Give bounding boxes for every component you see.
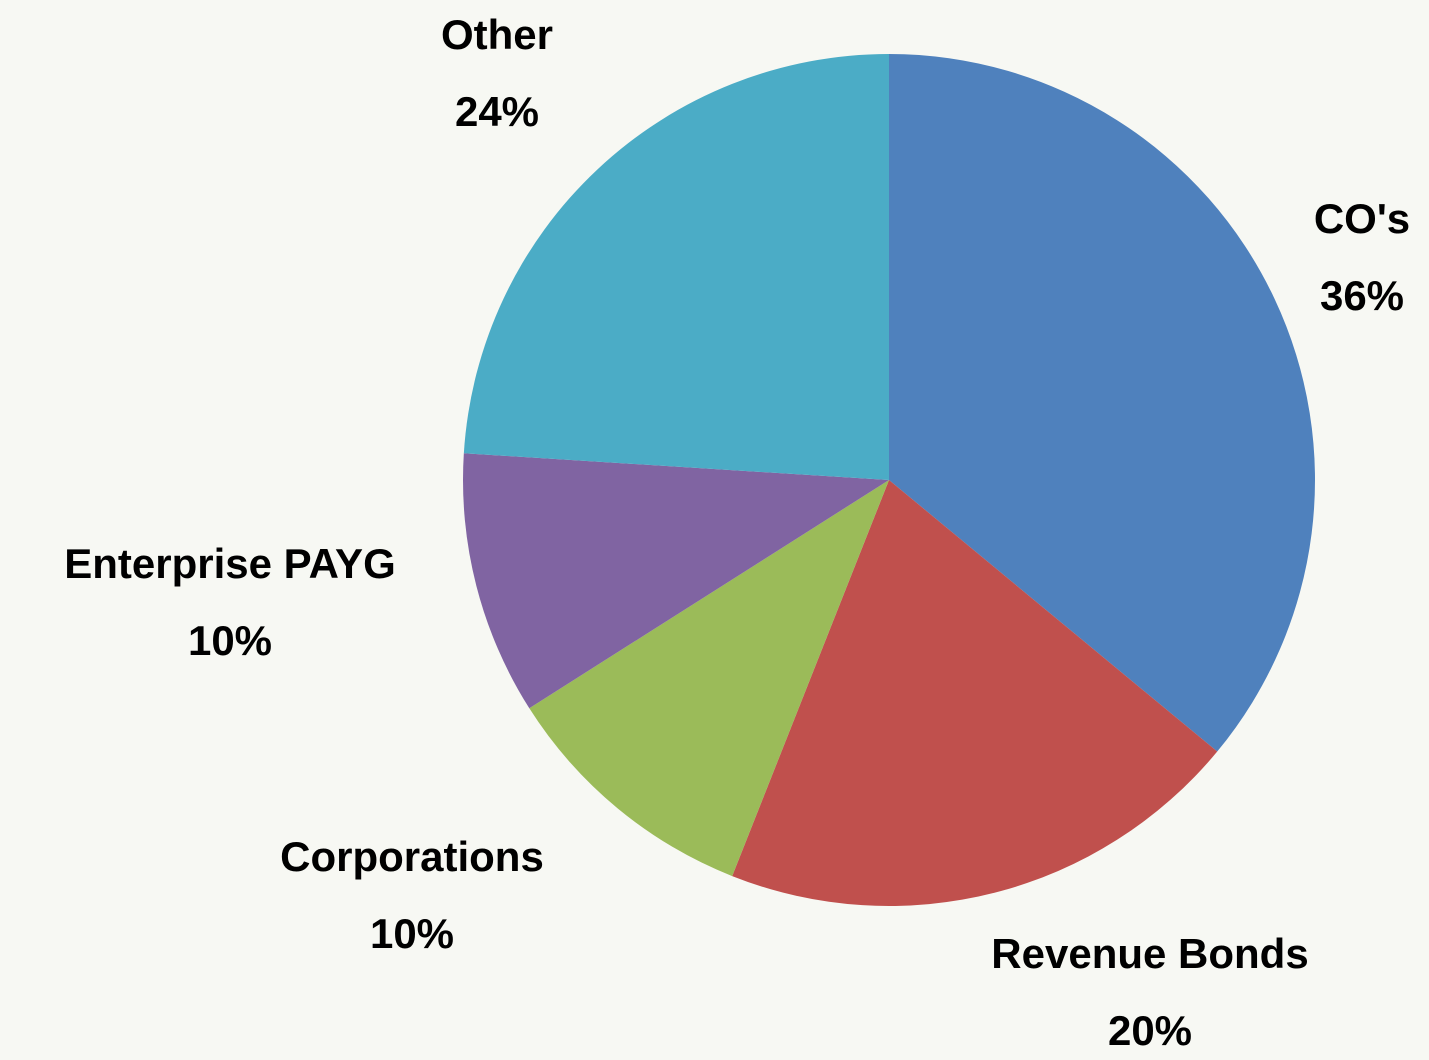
slice-value-label: 20% xyxy=(1108,1007,1192,1054)
pie-slice xyxy=(463,54,889,480)
slice-value-label: 36% xyxy=(1320,272,1404,319)
pie-slice xyxy=(732,480,1218,906)
slice-label: CO's xyxy=(1314,195,1410,242)
slice-value-label: 24% xyxy=(455,88,539,135)
slice-label: Other xyxy=(441,11,553,58)
pie-slice xyxy=(889,54,1315,752)
slice-label: Enterprise PAYG xyxy=(64,540,395,587)
slice-value-label: 10% xyxy=(188,617,272,664)
slice-value-label: 10% xyxy=(370,910,454,957)
pie-slice xyxy=(463,453,889,709)
pie-slice xyxy=(529,480,889,877)
slice-label: Revenue Bonds xyxy=(991,930,1308,977)
slice-label: Corporations xyxy=(280,833,544,880)
